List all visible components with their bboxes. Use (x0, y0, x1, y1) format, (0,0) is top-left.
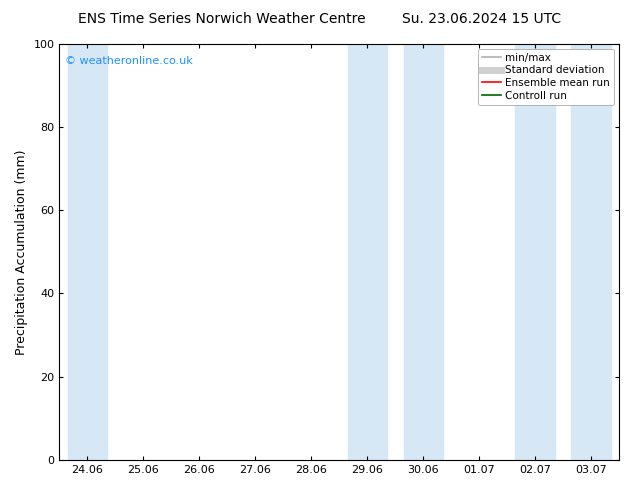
Text: ENS Time Series Norwich Weather Centre: ENS Time Series Norwich Weather Centre (78, 12, 366, 26)
Text: Su. 23.06.2024 15 UTC: Su. 23.06.2024 15 UTC (403, 12, 561, 26)
Bar (571, 44, 611, 460)
Text: © weatheronline.co.uk: © weatheronline.co.uk (65, 56, 193, 66)
Bar (347, 44, 387, 460)
Bar (68, 44, 107, 460)
Legend: min/max, Standard deviation, Ensemble mean run, Controll run: min/max, Standard deviation, Ensemble me… (478, 49, 614, 105)
Bar (515, 44, 555, 460)
Y-axis label: Precipitation Accumulation (mm): Precipitation Accumulation (mm) (15, 149, 28, 355)
Bar (404, 44, 443, 460)
